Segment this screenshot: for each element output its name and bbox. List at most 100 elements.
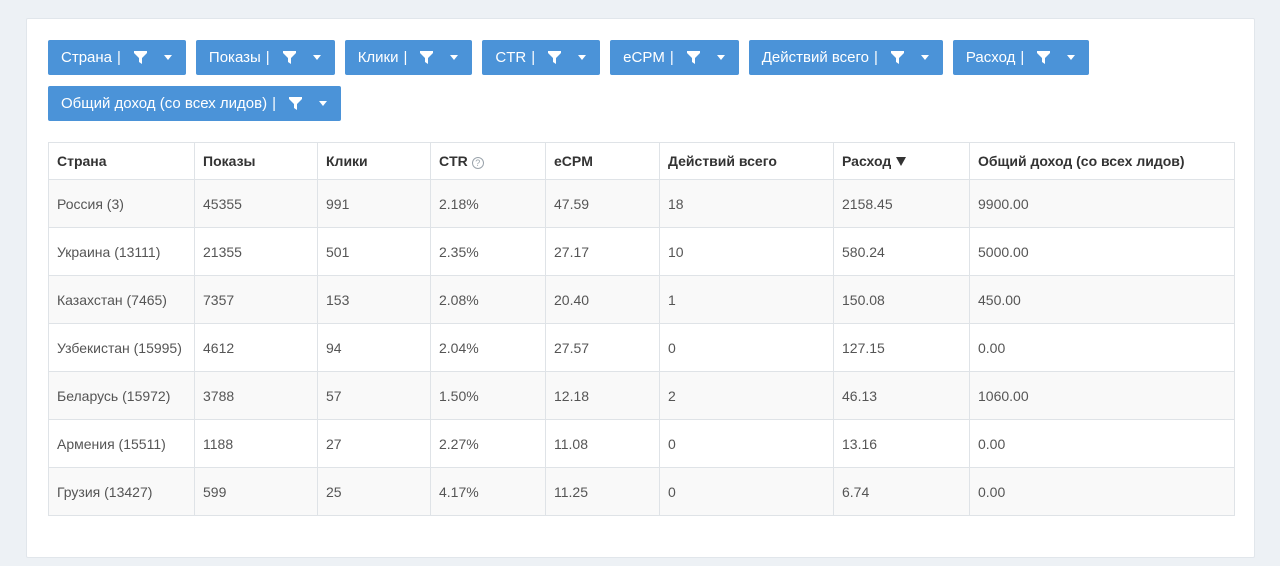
filter-label: eCPM xyxy=(623,49,665,66)
table-cell: Украина (13111) xyxy=(48,227,195,276)
table-cell: 450.00 xyxy=(969,275,1235,324)
table-cell: 2.04% xyxy=(430,323,546,372)
table-cell: Беларусь (15972) xyxy=(48,371,195,420)
table-cell: 21355 xyxy=(194,227,318,276)
table-cell: 1188 xyxy=(194,419,318,468)
filter-separator: | xyxy=(531,49,536,66)
table-cell: 20.40 xyxy=(545,275,660,324)
filter-separator: | xyxy=(1020,49,1025,66)
filter-separator: | xyxy=(265,49,270,66)
chevron-down-icon xyxy=(163,55,172,60)
filter-button-spend[interactable]: Расход | xyxy=(952,40,1090,75)
table-cell: 0.00 xyxy=(969,467,1235,516)
filter-label: Клики xyxy=(357,49,399,66)
table-cell: Узбекистан (15995) xyxy=(48,323,195,372)
table-row: Грузия (13427) 599 25 4.17% 11.25 0 6.74… xyxy=(48,467,1235,516)
table-cell: 2.35% xyxy=(430,227,546,276)
funnel-icon xyxy=(548,50,562,64)
table-cell: Россия (3) xyxy=(48,179,195,228)
column-header-ecpm[interactable]: eCPM xyxy=(545,142,660,180)
table-cell: 599 xyxy=(194,467,318,516)
table-cell: 1060.00 xyxy=(969,371,1235,420)
column-header-spend[interactable]: Расход xyxy=(833,142,970,180)
funnel-icon xyxy=(133,50,147,64)
table-cell: 94 xyxy=(317,323,431,372)
report-card: Страна | Показы | Клики | CTR | eCPM | xyxy=(26,18,1255,558)
column-header-total-revenue[interactable]: Общий доход (со всех лидов) xyxy=(969,142,1235,180)
column-header-country[interactable]: Страна xyxy=(48,142,195,180)
table-cell: 2.08% xyxy=(430,275,546,324)
table-cell: 11.25 xyxy=(545,467,660,516)
chevron-down-icon xyxy=(716,55,725,60)
filter-label: Действий всего xyxy=(761,49,870,66)
sort-desc-icon xyxy=(896,157,907,166)
help-icon[interactable]: ? xyxy=(471,157,484,169)
table-cell: 580.24 xyxy=(833,227,970,276)
table-cell: 46.13 xyxy=(833,371,970,420)
stats-table: Страна Показы Клики CTR? eCPM Действий в… xyxy=(48,142,1235,516)
table-cell: 2.18% xyxy=(430,179,546,228)
table-cell: 0.00 xyxy=(969,419,1235,468)
table-cell: 2 xyxy=(659,371,834,420)
filter-separator: | xyxy=(403,49,408,66)
table-cell: 25 xyxy=(317,467,431,516)
filter-bar: Страна | Показы | Клики | CTR | eCPM | xyxy=(48,40,1238,121)
filter-button-total-revenue[interactable]: Общий доход (со всех лидов) | xyxy=(48,86,341,121)
table-cell: Армения (15511) xyxy=(48,419,195,468)
table-cell: 6.74 xyxy=(833,467,970,516)
column-header-ctr[interactable]: CTR? xyxy=(430,142,546,180)
table-cell: 5000.00 xyxy=(969,227,1235,276)
chevron-down-icon xyxy=(578,55,587,60)
filter-label: Страна xyxy=(61,49,113,66)
table-cell: 27.57 xyxy=(545,323,660,372)
chevron-down-icon xyxy=(318,101,327,106)
filter-separator: | xyxy=(669,49,674,66)
table-cell: 0 xyxy=(659,419,834,468)
filter-button-impressions[interactable]: Показы | xyxy=(195,40,335,75)
filter-label: Общий доход (со всех лидов) xyxy=(61,95,268,112)
table-cell: 501 xyxy=(317,227,431,276)
chevron-down-icon xyxy=(1067,55,1076,60)
table-cell: 13.16 xyxy=(833,419,970,468)
table-cell: 27.17 xyxy=(545,227,660,276)
filter-label: CTR xyxy=(495,49,527,66)
column-header-total-actions[interactable]: Действий всего xyxy=(659,142,834,180)
chevron-down-icon xyxy=(312,55,321,60)
funnel-icon xyxy=(1037,50,1051,64)
table-row: Россия (3) 45355 991 2.18% 47.59 18 2158… xyxy=(48,179,1235,228)
filter-button-ecpm[interactable]: eCPM | xyxy=(610,40,739,75)
column-header-impressions[interactable]: Показы xyxy=(194,142,318,180)
table-cell: 1 xyxy=(659,275,834,324)
chevron-down-icon xyxy=(450,55,459,60)
table-cell: 4612 xyxy=(194,323,318,372)
funnel-icon xyxy=(686,50,700,64)
filter-button-total-actions[interactable]: Действий всего | xyxy=(748,40,943,75)
table-cell: 127.15 xyxy=(833,323,970,372)
table-cell: 150.08 xyxy=(833,275,970,324)
column-header-clicks[interactable]: Клики xyxy=(317,142,431,180)
table-cell: 0 xyxy=(659,467,834,516)
table-cell: Казахстан (7465) xyxy=(48,275,195,324)
table-cell: 57 xyxy=(317,371,431,420)
table-cell: 45355 xyxy=(194,179,318,228)
table-row: Армения (15511) 1188 27 2.27% 11.08 0 13… xyxy=(48,419,1235,468)
filter-button-ctr[interactable]: CTR | xyxy=(482,40,601,75)
filter-button-country[interactable]: Страна | xyxy=(48,40,186,75)
table-cell: 153 xyxy=(317,275,431,324)
table-cell: 1.50% xyxy=(430,371,546,420)
table-cell: Грузия (13427) xyxy=(48,467,195,516)
table-row: Узбекистан (15995) 4612 94 2.04% 27.57 0… xyxy=(48,323,1235,372)
table-cell: 9900.00 xyxy=(969,179,1235,228)
table-cell: 3788 xyxy=(194,371,318,420)
table-header-row: Страна Показы Клики CTR? eCPM Действий в… xyxy=(48,142,1235,180)
filter-separator: | xyxy=(874,49,878,66)
table-row: Беларусь (15972) 3788 57 1.50% 12.18 2 4… xyxy=(48,371,1235,420)
table-cell: 27 xyxy=(317,419,431,468)
table-cell: 11.08 xyxy=(545,419,660,468)
table-cell: 47.59 xyxy=(545,179,660,228)
stats-table-container: Страна Показы Клики CTR? eCPM Действий в… xyxy=(48,142,1235,516)
filter-button-clicks[interactable]: Клики | xyxy=(344,40,473,75)
funnel-icon xyxy=(288,96,302,110)
table-cell: 12.18 xyxy=(545,371,660,420)
table-cell: 4.17% xyxy=(430,467,546,516)
